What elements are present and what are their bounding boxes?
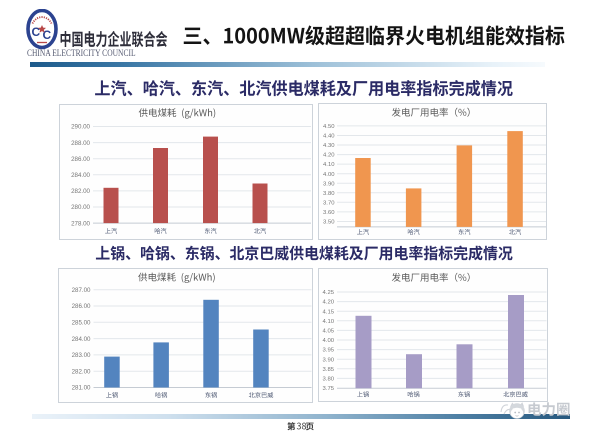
svg-text:3.80: 3.80 [323,191,335,197]
svg-text:4.50: 4.50 [323,124,335,130]
svg-text:3.75: 3.75 [323,386,335,392]
svg-text:4.05: 4.05 [323,329,335,335]
svg-text:290.00: 290.00 [71,124,90,131]
svg-text:285.00: 285.00 [72,320,91,327]
svg-text:4.20: 4.20 [323,153,335,159]
svg-text:3.90: 3.90 [323,181,335,187]
svg-text:282.00: 282.00 [71,188,90,195]
svg-text:278.00: 278.00 [71,220,90,227]
svg-text:C: C [32,25,41,39]
svg-text:3.80: 3.80 [323,377,335,383]
svg-text:3.95: 3.95 [323,348,335,354]
svg-text:4.10: 4.10 [323,162,335,168]
svg-text:286.00: 286.00 [71,156,90,163]
svg-text:C: C [43,28,52,42]
svg-text:283.00: 283.00 [72,352,91,359]
svg-text:4.20: 4.20 [323,300,335,306]
svg-text:280.00: 280.00 [71,204,90,211]
svg-text:4.30: 4.30 [323,143,335,149]
svg-text:3.50: 3.50 [323,220,335,226]
svg-text:284.00: 284.00 [72,336,91,343]
svg-text:3.85: 3.85 [323,367,335,373]
svg-text:4.10: 4.10 [323,319,335,325]
svg-text:3.60: 3.60 [323,210,335,216]
svg-text:4.40: 4.40 [323,134,335,140]
svg-text:286.00: 286.00 [72,303,91,310]
svg-text:284.00: 284.00 [71,172,90,179]
svg-text:4.25: 4.25 [323,290,335,296]
svg-text:4.00: 4.00 [323,338,335,344]
svg-text:4.00: 4.00 [323,172,335,178]
svg-text:282.00: 282.00 [72,368,91,375]
svg-text:281.00: 281.00 [72,385,91,392]
svg-text:4.15: 4.15 [323,309,335,315]
svg-text:3.90: 3.90 [323,357,335,363]
svg-text:288.00: 288.00 [71,140,90,147]
svg-text:3.70: 3.70 [323,200,335,206]
svg-text:287.00: 287.00 [72,287,91,294]
